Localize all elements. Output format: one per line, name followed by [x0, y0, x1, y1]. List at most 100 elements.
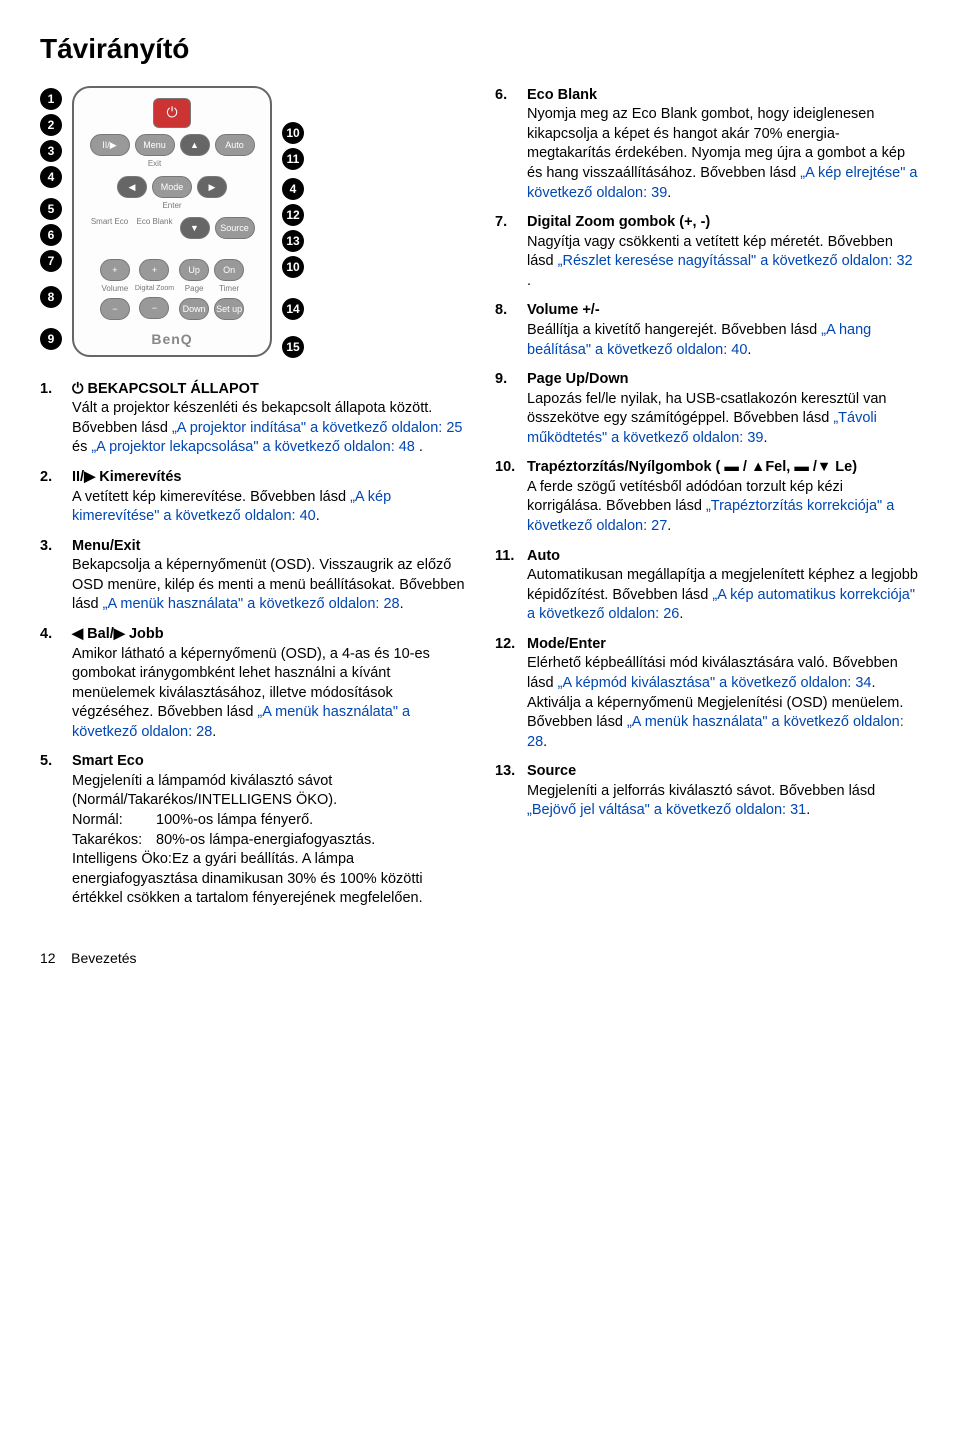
- xref-link[interactable]: „A menük használata" a következő oldalon…: [103, 596, 400, 612]
- page-label: Page: [185, 284, 204, 295]
- right-item-list: 6.Eco BlankNyomja meg az Eco Blank gombo…: [495, 86, 920, 821]
- callout: 8: [40, 286, 62, 308]
- callout: 7: [40, 250, 62, 272]
- xref-link[interactable]: „A projektor indítása" a következő oldal…: [172, 420, 463, 436]
- item-title: Mode/Enter: [527, 635, 606, 655]
- source-button: Source: [215, 217, 255, 239]
- item-number: 5.: [40, 752, 62, 772]
- xref-link[interactable]: „A projektor lekapcsolása" a következő o…: [91, 439, 415, 455]
- exit-label: Exit: [148, 159, 161, 170]
- item-number: 9.: [495, 370, 517, 390]
- callout: 5: [40, 198, 62, 220]
- callout: 14: [282, 298, 304, 320]
- zoom-minus-icon: −: [139, 297, 169, 319]
- item-title: Trapéztorzítás/Nyílgombok ( ▬ / ▲Fel, ▬ …: [527, 458, 857, 478]
- callout: 4: [40, 166, 62, 188]
- xref-link[interactable]: „A kép kimerevítése" a következő oldalon…: [72, 489, 391, 525]
- timer-on-button: On: [214, 259, 244, 281]
- callout: 10: [282, 122, 304, 144]
- right-arrow-icon: ▶: [197, 176, 227, 198]
- item-number: 1.: [40, 380, 62, 400]
- enter-label: Enter: [162, 201, 181, 212]
- item-body: Nagyítja vagy csökkenti a vetített kép m…: [527, 233, 920, 292]
- item-body: Vált a projektor készenléti és bekapcsol…: [72, 399, 465, 458]
- item-number: 2.: [40, 468, 62, 488]
- item-title: Volume +/-: [527, 301, 600, 321]
- page-down-button: Down: [179, 298, 209, 320]
- mode-button: Mode: [152, 176, 192, 198]
- definition-row: Takarékos:80%-os lámpa-energiafogyasztás…: [72, 831, 465, 851]
- item-number: 3.: [40, 537, 62, 557]
- up-arrow-icon: ▲: [180, 134, 210, 156]
- remote-diagram: 1 2 3 4 5 6 7 8 9 ⏻ II/▶ MenuExit ▲ Auto: [40, 86, 465, 360]
- page-number: 12: [40, 950, 56, 966]
- callout: 3: [40, 140, 62, 162]
- footer-section: Bevezetés: [71, 950, 136, 966]
- left-arrow-icon: ◀: [117, 176, 147, 198]
- xref-link[interactable]: „A menük használata" a következő oldalon…: [527, 714, 904, 750]
- callout: 4: [282, 178, 304, 200]
- vol-plus-icon: +: [100, 259, 130, 281]
- item-body: A vetített kép kimerevítése. Bővebben lá…: [72, 488, 465, 527]
- brand-logo: BenQ: [151, 330, 192, 349]
- item-title: II/▶ Kimerevítés: [72, 468, 181, 488]
- callouts-left: 1 2 3 4 5 6 7 8 9: [40, 86, 62, 352]
- callout: 9: [40, 328, 62, 350]
- callout: 1: [40, 88, 62, 110]
- item-body: Amikor látható a képernyőmenü (OSD), a 4…: [72, 645, 465, 743]
- item-body: Bekapcsolja a képernyőmenüt (OSD). Vissz…: [72, 556, 465, 615]
- item-title: ◀ Bal/▶ Jobb: [72, 625, 164, 645]
- menu-button: Menu: [135, 134, 175, 156]
- definition-row: Intelligens Öko:Ez a gyári beállítás. A …: [72, 850, 465, 909]
- xref-link[interactable]: „Távoli működtetés" a következő oldalon:…: [527, 410, 877, 446]
- xref-link[interactable]: „A menük használata" a következő oldalon…: [72, 704, 410, 740]
- item-number: 13.: [495, 762, 517, 782]
- item-body: Automatikusan megállapítja a megjeleníte…: [527, 566, 920, 625]
- item-number: 7.: [495, 213, 517, 233]
- xref-link[interactable]: „Részlet keresése nagyítással" a követke…: [558, 253, 913, 269]
- digitalzoom-label: Digital Zoom: [135, 284, 174, 293]
- callout: 15: [282, 336, 304, 358]
- item-body: Beállítja a kivetítő hangerejét. Bővebbe…: [527, 321, 920, 360]
- item-body: Nyomja meg az Eco Blank gombot, hogy ide…: [527, 105, 920, 203]
- item-title: Source: [527, 762, 576, 782]
- callouts-right: 10 11 4 12 13 10 14 15: [282, 86, 304, 360]
- item-body: Lapozás fel/le nyilak, ha USB-csatlakozó…: [527, 390, 920, 449]
- callout: 6: [40, 224, 62, 246]
- left-item-list: 1. ⏻ BEKAPCSOLT ÁLLAPOTVált a projektor k…: [40, 380, 465, 909]
- item-body: Elérhető képbeállítási mód kiválasztásár…: [527, 654, 920, 752]
- item-title: Menu/Exit: [72, 537, 140, 557]
- item-title: Auto: [527, 547, 560, 567]
- item-body: Megjeleníti a lámpamód kiválasztó sávot …: [72, 772, 465, 909]
- item-title: ⏻ BEKAPCSOLT ÁLLAPOT: [72, 380, 259, 400]
- smarteco-label: Smart Eco: [90, 217, 130, 239]
- item-body: Megjeleníti a jelforrás kiválasztó sávot…: [527, 782, 920, 821]
- xref-link[interactable]: „Bejövő jel váltása" a következő oldalon…: [527, 802, 806, 818]
- ecoblank-label: Eco Blank: [135, 217, 175, 239]
- freeze-button: II/▶: [90, 134, 130, 156]
- item-number: 8.: [495, 301, 517, 321]
- xref-link[interactable]: „A hang beálítása" a következő oldalon: …: [527, 322, 871, 358]
- zoom-plus-icon: +: [139, 259, 169, 281]
- item-number: 11.: [495, 547, 517, 567]
- item-title: Page Up/Down: [527, 370, 629, 390]
- xref-link[interactable]: „A képmód kiválasztása" a következő olda…: [558, 675, 872, 691]
- page-up-button: Up: [179, 259, 209, 281]
- xref-link[interactable]: „Trapéztorzítás korrekciója" a következő…: [527, 498, 894, 534]
- item-number: 4.: [40, 625, 62, 645]
- xref-link[interactable]: „A kép elrejtése" a következő oldalon: 3…: [527, 165, 917, 201]
- callout: 10: [282, 256, 304, 278]
- callout: 2: [40, 114, 62, 136]
- page-footer: 12 Bevezetés: [40, 949, 920, 968]
- callout: 11: [282, 148, 304, 170]
- vol-minus-icon: −: [100, 298, 130, 320]
- page-title: Távirányító: [40, 30, 920, 68]
- down-arrow-icon: ▼: [180, 217, 210, 239]
- power-button-icon: ⏻: [153, 98, 191, 128]
- item-body: A ferde szögű vetítésből adódóan torzult…: [527, 478, 920, 537]
- item-number: 10.: [495, 458, 517, 478]
- item-title: Eco Blank: [527, 86, 597, 106]
- xref-link[interactable]: „A kép automatikus korrekciója" a követk…: [527, 587, 915, 623]
- item-number: 12.: [495, 635, 517, 655]
- item-title: Smart Eco: [72, 752, 144, 772]
